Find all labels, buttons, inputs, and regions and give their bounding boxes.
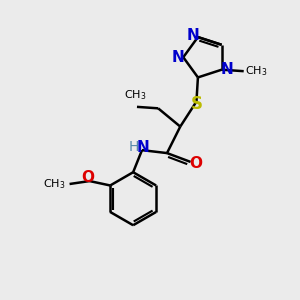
Text: CH$_3$: CH$_3$	[43, 177, 65, 191]
Text: H: H	[128, 140, 139, 154]
Text: N: N	[186, 28, 199, 43]
Text: CH$_3$: CH$_3$	[124, 88, 146, 102]
Text: N: N	[137, 140, 150, 155]
Text: S: S	[190, 94, 202, 112]
Text: CH$_3$: CH$_3$	[245, 64, 268, 78]
Text: N: N	[172, 50, 184, 65]
Text: N: N	[220, 62, 233, 77]
Text: O: O	[189, 156, 203, 171]
Text: O: O	[82, 170, 94, 185]
